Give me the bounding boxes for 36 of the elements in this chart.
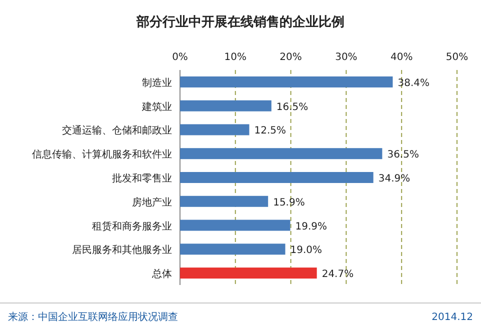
x-tick-label: 50% [446, 52, 468, 63]
y-tick-label: 制造业 [142, 76, 172, 89]
data-label: 36.5% [387, 150, 419, 161]
source-note: 来源：中国企业互联网络应用状况调查 [8, 311, 178, 323]
x-tick-label: 40% [390, 52, 413, 63]
data-label: 19.9% [295, 221, 328, 232]
data-label: 15.9% [273, 197, 305, 208]
bar [180, 268, 317, 279]
text: 2014.12 [432, 312, 473, 323]
y-tick-label: 总体 [151, 268, 172, 280]
x-tick-label: 30% [335, 52, 358, 63]
chart-title: 部分行业中开展在线销售的企业比例 [136, 14, 344, 30]
y-tick-label: 交通运输、仓储和邮政业 [62, 124, 172, 137]
y-tick-label: 居民服务和其他服务业 [72, 244, 172, 256]
data-label: 24.7% [322, 269, 354, 280]
bar [180, 196, 268, 207]
x-tick-label: 10% [224, 52, 247, 63]
data-label: 34.9% [378, 174, 410, 184]
data-label: 38.4% [398, 78, 430, 89]
bar [180, 220, 290, 231]
y-tick-label: 建筑业 [141, 100, 172, 113]
bar [180, 100, 272, 112]
x-tick-label: 0% [172, 52, 188, 63]
bar [180, 172, 374, 183]
data-label: 19.0% [290, 245, 322, 256]
y-tick-label: 批发和零售业 [112, 172, 172, 184]
bar [180, 244, 286, 255]
bar [180, 124, 250, 136]
y-tick-label: 信息传输、计算机服务和软件业 [32, 148, 172, 161]
y-tick-label: 房地产业 [132, 196, 172, 208]
bar [180, 76, 393, 88]
data-label: 16.5% [276, 102, 308, 113]
x-tick-label: 20% [280, 52, 302, 63]
data-label: 12.5% [254, 126, 286, 137]
y-tick-label: 租赁和商务服务业 [92, 220, 172, 232]
bar [180, 148, 382, 160]
